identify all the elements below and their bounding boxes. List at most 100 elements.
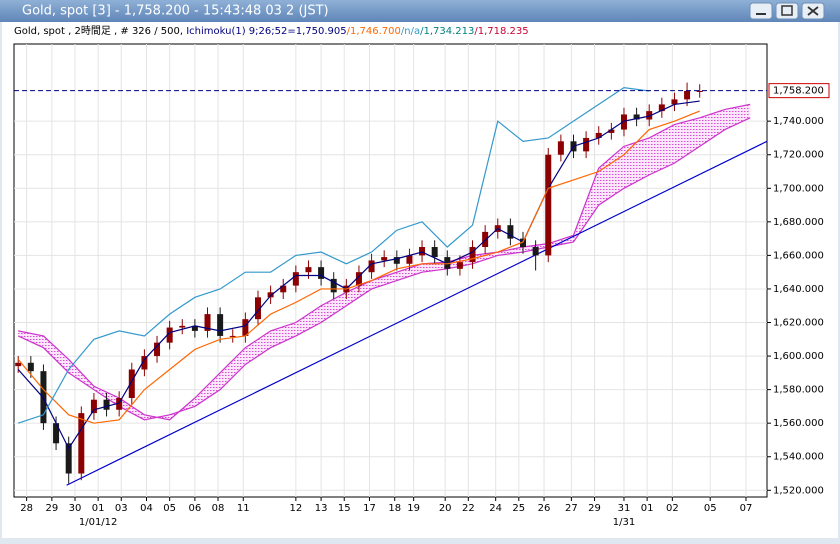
candle-body <box>217 314 224 336</box>
candle-body <box>330 278 337 293</box>
x-tick-label: 01 <box>641 503 654 514</box>
indicator-line <box>18 86 650 424</box>
candle-body <box>583 137 590 152</box>
x-tick-label: 12 <box>289 503 302 514</box>
candle-body <box>229 335 236 337</box>
minimize-button[interactable] <box>749 2 773 20</box>
candle-body <box>154 342 161 357</box>
y-tick-label: 1,700.000 <box>773 183 824 194</box>
x-tick-label: 28 <box>20 503 33 514</box>
candle-body <box>267 292 274 298</box>
candle-body <box>116 398 123 410</box>
x-tick-label: 18 <box>388 503 401 514</box>
x-tick-label: 25 <box>512 503 525 514</box>
candle-body <box>65 443 72 474</box>
candle-body <box>545 154 552 256</box>
x-tick-label: 27 <box>565 503 578 514</box>
candle-body <box>507 225 514 239</box>
x-tick-label: 06 <box>189 503 202 514</box>
candle-body <box>15 362 22 367</box>
indicator-line <box>17 110 700 424</box>
x-major-label: 1/01/12 <box>79 517 118 528</box>
candle-body <box>520 238 527 248</box>
candle-body <box>103 399 110 410</box>
x-tick-label: 05 <box>704 503 717 514</box>
candle-body <box>393 257 400 264</box>
x-tick-label: 03 <box>115 503 128 514</box>
candle-body <box>318 267 325 279</box>
info-part: Ichimoku(1) 9;26;52=1,750.905 <box>186 26 346 37</box>
candle-body <box>204 314 211 331</box>
candle-body <box>78 413 85 474</box>
x-tick-label: 30 <box>69 503 82 514</box>
window-buttons[interactable] <box>749 2 825 20</box>
plot-area <box>13 43 768 498</box>
candle-body <box>620 114 627 130</box>
candle-body <box>557 141 564 155</box>
x-tick-label: 29 <box>45 503 58 514</box>
candle-body <box>128 369 135 399</box>
candle-body <box>141 356 148 370</box>
plot: 1,520.000 1,540.000 1,560.000 1,580.000 1,60… <box>14 44 830 528</box>
info-part: /1,718.235 <box>474 26 528 37</box>
x-tick-label: 19 <box>407 503 420 514</box>
x-tick-label: 31 <box>618 503 631 514</box>
x-tick-label: 15 <box>338 503 351 514</box>
x-tick-label: 13 <box>315 503 328 514</box>
y-tick-label: 1,660.000 <box>773 250 824 261</box>
x-major-label: 1/31 <box>613 517 635 528</box>
candle-body <box>355 272 362 286</box>
candle-body <box>406 255 413 264</box>
candle-body <box>53 423 60 444</box>
indicator-line <box>17 100 700 450</box>
x-tick-label: 01 <box>92 503 105 514</box>
x-tick-label: 11 <box>237 503 250 514</box>
candle-body <box>469 247 476 263</box>
y-tick-label: 1,620.000 <box>773 318 824 329</box>
x-tick-label: 08 <box>212 503 225 514</box>
y-tick-label: 1,580.000 <box>773 385 824 396</box>
x-tick-label: 05 <box>163 503 176 514</box>
candle-body <box>633 114 640 120</box>
info-part: Gold, spot , 2時間足 , # 326 / 500, <box>14 25 186 37</box>
candle-body <box>166 327 173 343</box>
candle-body <box>431 247 438 258</box>
y-tick-label: 1,740.000 <box>773 116 824 127</box>
candle-body <box>90 399 97 414</box>
candle-body <box>482 231 489 248</box>
x-tick-label: 24 <box>489 503 502 514</box>
candle-body <box>27 362 34 372</box>
candle-body <box>381 257 388 261</box>
trend-line <box>66 140 768 486</box>
window-title: Gold, spot [3] - 1,758.200 - 15:43:48 03… <box>22 4 329 19</box>
title-bar <box>0 0 840 22</box>
last-price-label: 1,758.200 <box>773 86 824 97</box>
close-icon <box>807 6 819 16</box>
x-tick-label: 20 <box>439 503 452 514</box>
candle-body <box>280 285 287 293</box>
x-tick-label: 02 <box>666 503 679 514</box>
candle-body <box>242 319 249 336</box>
candle-body <box>292 272 299 286</box>
x-tick-label: 29 <box>588 503 601 514</box>
chart-info: Gold, spot , 2時間足 , # 326 / 500, Ichimok… <box>14 25 529 37</box>
cloud-fill <box>18 104 751 420</box>
candle-body <box>658 104 665 112</box>
candle-body <box>254 297 261 320</box>
cloud-span-b <box>17 117 751 421</box>
y-tick-label: 1,560.000 <box>773 418 824 429</box>
x-tick-label: 07 <box>740 503 753 514</box>
x-tick-label: 04 <box>140 503 153 514</box>
candle-body <box>419 247 426 256</box>
candle-body <box>608 129 615 133</box>
x-tick-label: 22 <box>462 503 475 514</box>
x-tick-label: 17 <box>363 503 376 514</box>
x-tick-label: 26 <box>538 503 551 514</box>
candle-body <box>305 267 312 273</box>
y-tick-label: 1,540.000 <box>773 452 824 463</box>
candle-body <box>444 257 451 269</box>
y-tick-label: 1,600.000 <box>773 351 824 362</box>
candle-body <box>532 247 539 256</box>
